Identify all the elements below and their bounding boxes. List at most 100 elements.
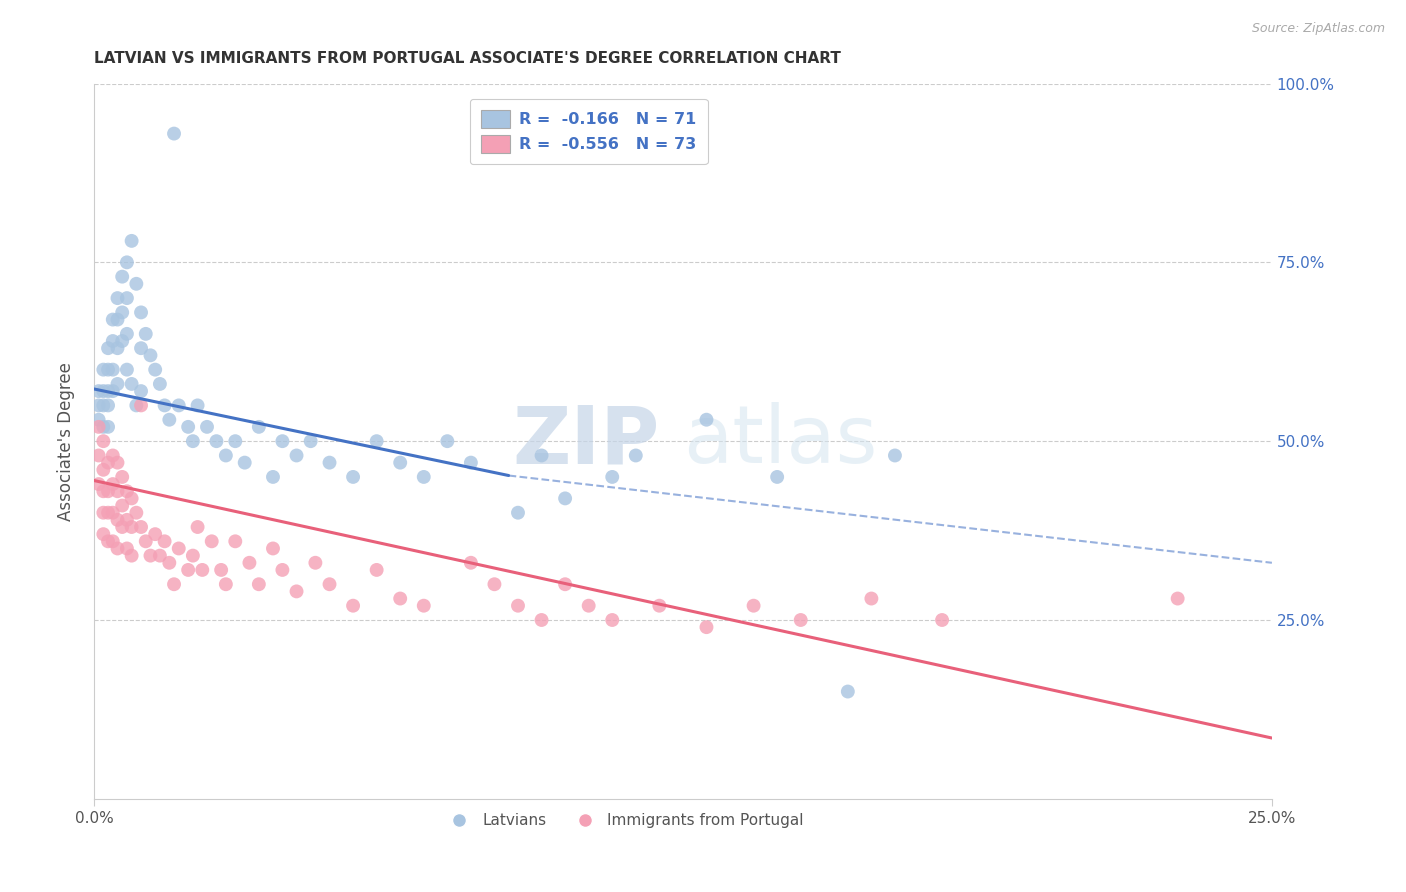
Point [101,506,124,520]
Point [107,541,129,556]
Point [93,463,115,477]
Point [129,398,152,412]
Point [191,563,214,577]
Point [209,563,232,577]
Point [554,491,576,506]
Point [143,362,166,376]
Point [101,384,124,398]
Point [167,541,190,556]
Point [101,334,124,348]
Point [107,376,129,391]
Point [412,470,434,484]
Text: LATVIAN VS IMMIGRANTS FROM PORTUGAL ASSOCIATE'S DEGREE CORRELATION CHART: LATVIAN VS IMMIGRANTS FROM PORTUGAL ASSO… [94,51,841,66]
Point [342,470,364,484]
Point [436,434,458,449]
Point [238,556,260,570]
Point [115,326,138,341]
Point [97,456,120,470]
Point [129,341,152,355]
Point [389,591,412,606]
Point [530,449,553,463]
Point [181,549,204,563]
Point [121,491,143,506]
Point [97,362,120,376]
Point [101,477,124,491]
Point [135,326,157,341]
Y-axis label: Associate's Degree: Associate's Degree [58,362,75,521]
Point [115,291,138,305]
Text: atlas: atlas [683,402,877,480]
Point [93,506,115,520]
Point [931,613,953,627]
Point [624,449,647,463]
Point [366,563,388,577]
Point [93,484,115,499]
Point [299,434,322,449]
Point [115,513,138,527]
Point [101,312,124,326]
Point [163,127,186,141]
Point [87,449,110,463]
Point [163,577,186,591]
Point [121,520,143,534]
Point [484,577,506,591]
Point [262,541,284,556]
Point [93,434,115,449]
Point [93,362,115,376]
Point [318,577,340,591]
Point [107,513,129,527]
Point [342,599,364,613]
Point [115,362,138,376]
Point [153,398,176,412]
Point [318,456,340,470]
Point [285,584,308,599]
Point [215,577,238,591]
Point [205,434,228,449]
Point [101,449,124,463]
Point [187,520,209,534]
Point [149,549,172,563]
Point [139,348,162,362]
Text: Source: ZipAtlas.com: Source: ZipAtlas.com [1251,22,1385,36]
Point [121,376,143,391]
Point [87,398,110,412]
Point [87,413,110,427]
Point [111,269,134,284]
Point [111,470,134,484]
Point [506,599,529,613]
Legend: Latvians, Immigrants from Portugal: Latvians, Immigrants from Portugal [437,807,810,834]
Point [224,434,246,449]
Point [271,563,294,577]
Point [125,506,148,520]
Point [389,456,412,470]
Point [111,305,134,319]
Point [121,234,143,248]
Point [87,420,110,434]
Point [247,420,270,434]
Point [111,499,134,513]
Point [157,556,180,570]
Point [107,312,129,326]
Point [107,341,129,355]
Point [177,420,200,434]
Point [201,534,224,549]
Point [695,620,717,634]
Point [181,434,204,449]
Point [224,534,246,549]
Point [93,384,115,398]
Point [97,341,120,355]
Point [93,420,115,434]
Point [115,541,138,556]
Point [167,398,190,412]
Point [460,556,482,570]
Point [262,470,284,484]
Point [285,449,308,463]
Point [139,549,162,563]
Point [247,577,270,591]
Text: ZIP: ZIP [512,402,659,480]
Point [506,506,529,520]
Point [107,291,129,305]
Point [93,527,115,541]
Point [101,362,124,376]
Point [600,613,623,627]
